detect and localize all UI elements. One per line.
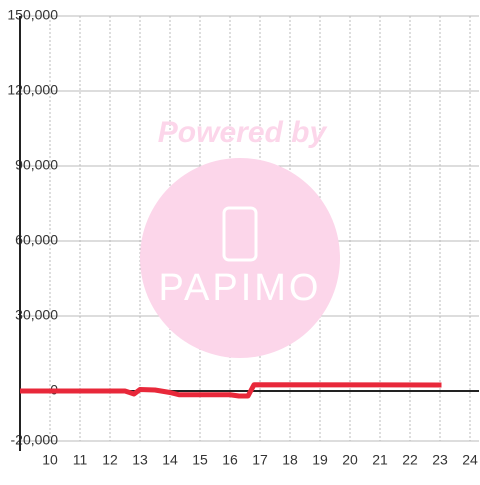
- y-tick-label: 90,000: [15, 157, 58, 173]
- x-tick-label: 22: [402, 452, 418, 468]
- y-tick-label: 30,000: [15, 307, 58, 323]
- y-tick-label: 60,000: [15, 232, 58, 248]
- y-tick-label: 120,000: [7, 82, 58, 98]
- x-tick-label: 21: [372, 452, 388, 468]
- x-tick-label: 14: [162, 452, 178, 468]
- x-tick-label: 20: [342, 452, 358, 468]
- y-tick-label: -20,000: [11, 432, 59, 448]
- x-tick-label: 11: [73, 452, 88, 468]
- x-tick-label: 24: [462, 452, 478, 468]
- x-tick-label: 15: [192, 452, 208, 468]
- y-tick-label: 150,000: [7, 7, 58, 23]
- x-tick-label: 12: [102, 452, 118, 468]
- x-tick-label: 10: [42, 452, 58, 468]
- x-tick-label: 23: [432, 452, 448, 468]
- watermark-logo: PAPIMO: [159, 267, 322, 309]
- watermark-text: Powered by: [158, 116, 328, 149]
- x-tick-label: 17: [252, 452, 268, 468]
- x-tick-label: 18: [282, 452, 298, 468]
- data-line: [20, 382, 442, 399]
- x-tick-label: 16: [222, 452, 238, 468]
- x-tick-label: 19: [312, 452, 328, 468]
- watermark-circle: [140, 158, 340, 358]
- x-tick-label: 13: [132, 452, 148, 468]
- watermark-phone-icon: [222, 206, 258, 262]
